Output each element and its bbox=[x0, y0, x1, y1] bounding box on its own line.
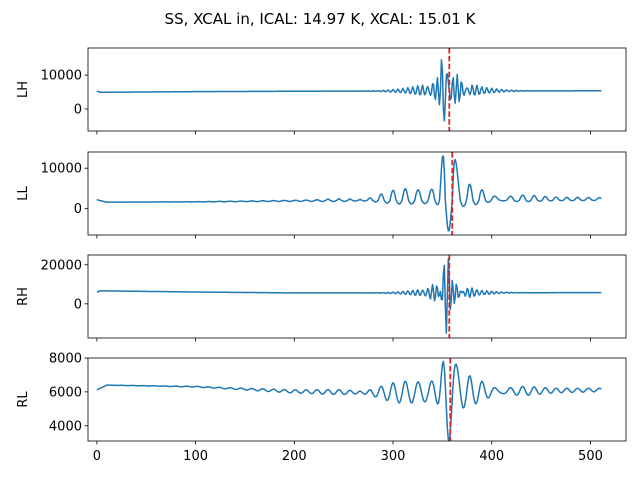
figure-title: SS, XCAL in, ICAL: 14.97 K, XCAL: 15.01 … bbox=[165, 10, 477, 28]
y-tick-label: 0 bbox=[74, 297, 82, 312]
y-tick-label: 10000 bbox=[41, 69, 82, 84]
x-tick-label: 500 bbox=[578, 449, 603, 464]
axes-frame bbox=[87, 151, 627, 236]
x-tick-label: 200 bbox=[282, 449, 307, 464]
subplot-rl: 4000 6000 8000 0 100 200 300 400 500 RL bbox=[16, 352, 627, 464]
subplot-stack: 0 10000 LH 0 10000 LL 0 20000 RH 4000 6000 8000 0 100… bbox=[16, 47, 627, 464]
axes-frame bbox=[87, 254, 627, 339]
y-axis-label: RL bbox=[16, 391, 31, 408]
y-axis-label: LH bbox=[16, 81, 31, 98]
x-tick-label: 0 bbox=[93, 449, 101, 464]
subplot-rh: 0 20000 RH bbox=[16, 254, 627, 342]
y-tick-label: 6000 bbox=[49, 385, 82, 400]
y-axis-label: RH bbox=[16, 287, 31, 306]
axes-frame bbox=[87, 47, 627, 132]
y-tick-label: 8000 bbox=[49, 352, 82, 367]
axes-frame bbox=[87, 357, 627, 442]
y-tick-label: 4000 bbox=[49, 419, 82, 434]
series-line bbox=[96, 360, 602, 441]
x-tick-label: 100 bbox=[183, 449, 208, 464]
subplot-lh: 0 10000 LH bbox=[16, 47, 627, 135]
x-tick-label: 300 bbox=[381, 449, 406, 464]
x-tick-label: 400 bbox=[479, 449, 504, 464]
series-line bbox=[96, 155, 602, 232]
series-line bbox=[96, 258, 602, 334]
y-tick-label: 20000 bbox=[41, 258, 82, 273]
series-line bbox=[96, 59, 602, 122]
y-axis-label: LL bbox=[16, 186, 31, 201]
subplot-ll: 0 10000 LL bbox=[16, 151, 627, 239]
y-tick-label: 0 bbox=[74, 202, 82, 217]
y-tick-label: 0 bbox=[74, 102, 82, 117]
y-tick-label: 10000 bbox=[41, 162, 82, 177]
